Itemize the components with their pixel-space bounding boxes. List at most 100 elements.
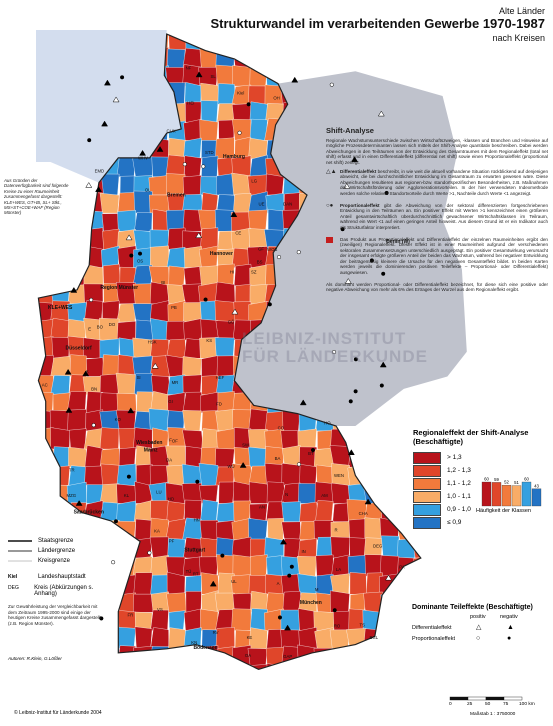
map-label: HN xyxy=(194,518,200,523)
kreis-region xyxy=(380,608,400,631)
map-label: Bodensee xyxy=(193,645,217,651)
kreis-region xyxy=(214,281,236,305)
kreis-region xyxy=(118,428,136,450)
differential-effect-marker xyxy=(85,181,93,188)
kreis-region xyxy=(100,663,120,670)
map-label: EMD xyxy=(95,169,105,174)
kreis-region xyxy=(38,267,56,286)
kreis-region xyxy=(38,391,54,413)
kreis-region xyxy=(134,518,153,540)
copyright: © Leibniz-Institut für Länderkunde 2004 xyxy=(14,710,102,716)
kreis-region xyxy=(380,648,400,668)
map-label: BT xyxy=(308,451,314,456)
scale-tick-label: 25 xyxy=(467,702,473,707)
shift-intro: Regionale Wachstumsunterschiede zwischen… xyxy=(326,137,548,165)
kreis-region xyxy=(363,447,384,468)
class-label: 1,2 - 1,3 xyxy=(447,467,471,474)
kreis-region xyxy=(330,34,350,50)
authors: Autoren: R.Klein, G.Lößler xyxy=(8,656,62,661)
proportional-effect-marker xyxy=(182,162,187,167)
differential-term: Differentialeffekt xyxy=(340,168,377,174)
kreis-region xyxy=(116,500,137,522)
kreis-region xyxy=(150,554,169,577)
kreis-region xyxy=(332,502,350,522)
kreis-border-label: Kreisgrenze xyxy=(38,558,71,564)
proportional-effect-marker xyxy=(331,349,337,355)
kreis-region xyxy=(216,502,235,522)
differential-effect-marker xyxy=(95,186,102,192)
capital-sample: Kiel xyxy=(8,574,18,580)
kreis-region xyxy=(99,629,120,649)
proportional-effect-marker xyxy=(267,302,272,307)
kreis-region xyxy=(399,34,416,50)
kreis-region xyxy=(199,119,219,141)
kreis-region xyxy=(51,265,72,286)
kreis-region xyxy=(381,427,401,450)
kreis-region xyxy=(166,284,186,305)
kreis-region xyxy=(50,519,71,540)
kreis-region xyxy=(52,227,72,250)
kreis-code-sample: DEG xyxy=(8,585,19,591)
map-label: STD xyxy=(205,150,214,155)
map-label: VS xyxy=(157,607,163,612)
class-label: 0,9 - 1,0 xyxy=(447,506,471,513)
map-label: M xyxy=(315,587,319,592)
proportional-effect-marker xyxy=(340,227,345,232)
kreis-region xyxy=(166,338,187,359)
kreis-region xyxy=(248,85,268,105)
differential-effect-marker xyxy=(101,120,109,127)
kreis-region xyxy=(216,355,235,377)
map-label: N xyxy=(285,492,288,497)
scale-segment xyxy=(485,696,505,701)
kreis-region xyxy=(283,48,301,69)
kreis-region xyxy=(349,572,367,595)
kreis-region xyxy=(117,645,136,668)
differential-effect-marker xyxy=(344,278,352,284)
kreis-region xyxy=(366,645,383,668)
differential-effect-marker xyxy=(364,498,372,505)
kreis-region xyxy=(412,538,421,559)
map-label: KLE+WES xyxy=(48,305,73,311)
histogram-count: 43 xyxy=(534,483,539,488)
legend-capital: Kiel Landeshauptstadt xyxy=(8,574,86,580)
map-label: Wiesbaden xyxy=(136,440,162,446)
kreis-region xyxy=(397,390,416,413)
kreis-region xyxy=(200,608,219,631)
kreis-region xyxy=(281,521,301,540)
kreis-region xyxy=(297,428,317,450)
kreis-region xyxy=(248,664,268,670)
kreis-region xyxy=(99,536,120,559)
map-label: NF xyxy=(186,66,192,71)
kreis-region xyxy=(232,45,253,69)
map-label: PA xyxy=(399,565,405,570)
kreis-region xyxy=(380,555,400,577)
kreis-region xyxy=(168,627,187,649)
kreis-region xyxy=(218,481,235,504)
map-label: SL xyxy=(211,74,217,79)
proportional-effect-marker xyxy=(296,462,302,467)
kreis-region xyxy=(283,663,301,670)
kreis-region xyxy=(396,64,416,87)
kreis-region xyxy=(118,539,136,559)
kreis-region xyxy=(150,281,169,305)
kreis-region xyxy=(116,303,136,323)
map-label: DO xyxy=(109,322,116,327)
kreis-region xyxy=(68,520,87,540)
kreis-region xyxy=(380,46,400,69)
map-labels: Kiel Hamburg Bremen Hannover Berlin (W) Regio… xyxy=(42,66,410,659)
map-label: CE xyxy=(235,231,241,236)
kreis-region xyxy=(86,357,105,377)
kreis-region xyxy=(199,176,219,196)
kreis-region xyxy=(201,410,219,432)
differential-effect-marker xyxy=(343,183,351,189)
kreis-region xyxy=(231,574,252,595)
map-label: BA xyxy=(275,456,281,461)
kreis-region xyxy=(346,646,367,668)
kreis-region xyxy=(348,47,368,69)
differential-negative-icon: ▲ xyxy=(507,624,514,631)
map-label: UE xyxy=(259,202,265,207)
map-label: Bremen xyxy=(167,193,186,199)
kreis-region xyxy=(315,665,334,670)
proportional-effect-marker xyxy=(310,447,316,453)
map-label: UL xyxy=(231,579,237,584)
